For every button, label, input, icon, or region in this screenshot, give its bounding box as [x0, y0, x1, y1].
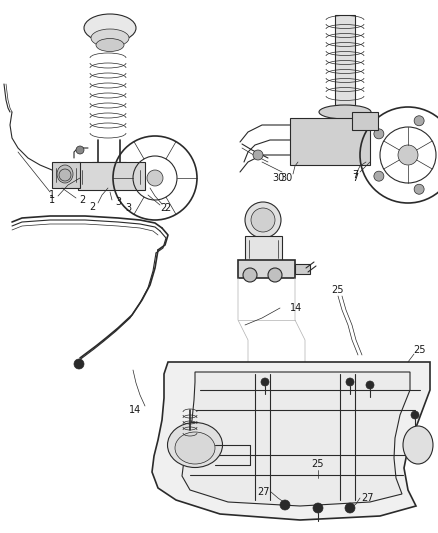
Polygon shape: [295, 264, 310, 274]
Ellipse shape: [91, 29, 129, 47]
Text: 14: 14: [129, 405, 141, 415]
Text: 30: 30: [280, 173, 292, 183]
Circle shape: [261, 378, 269, 386]
Text: 27: 27: [362, 493, 374, 503]
Polygon shape: [335, 15, 355, 105]
Circle shape: [280, 500, 290, 510]
Ellipse shape: [167, 423, 223, 467]
Circle shape: [268, 268, 282, 282]
Circle shape: [313, 503, 323, 513]
Ellipse shape: [84, 14, 136, 42]
Text: 2: 2: [164, 203, 170, 213]
Text: 1: 1: [49, 195, 55, 205]
Polygon shape: [52, 162, 80, 188]
Text: 2: 2: [89, 202, 95, 212]
Circle shape: [147, 170, 163, 186]
Circle shape: [366, 381, 374, 389]
Circle shape: [414, 116, 424, 126]
Circle shape: [346, 378, 354, 386]
Circle shape: [253, 150, 263, 160]
Text: 3: 3: [115, 197, 121, 207]
Text: 25: 25: [312, 459, 324, 469]
Circle shape: [74, 359, 84, 369]
Text: 25: 25: [332, 285, 344, 295]
Circle shape: [374, 129, 384, 139]
Circle shape: [59, 169, 71, 181]
Ellipse shape: [175, 432, 215, 464]
Circle shape: [245, 202, 281, 238]
Circle shape: [251, 208, 275, 232]
Ellipse shape: [57, 165, 73, 183]
Text: 14: 14: [290, 303, 302, 313]
Polygon shape: [78, 162, 145, 190]
Text: 30: 30: [272, 173, 284, 183]
Polygon shape: [182, 372, 410, 506]
Polygon shape: [238, 260, 295, 278]
Text: 7: 7: [352, 173, 358, 183]
Text: 25: 25: [414, 345, 426, 355]
Circle shape: [345, 503, 355, 513]
Polygon shape: [152, 362, 430, 520]
Circle shape: [76, 146, 84, 154]
Circle shape: [414, 184, 424, 194]
Text: 2: 2: [79, 195, 85, 205]
Text: 1: 1: [49, 190, 55, 200]
Circle shape: [411, 411, 419, 419]
Text: 3: 3: [125, 203, 131, 213]
Polygon shape: [245, 236, 282, 262]
Text: 2: 2: [160, 203, 166, 213]
Text: 7: 7: [352, 170, 358, 180]
Ellipse shape: [403, 426, 433, 464]
Circle shape: [398, 145, 418, 165]
Ellipse shape: [96, 38, 124, 52]
Polygon shape: [352, 112, 378, 130]
Text: 27: 27: [257, 487, 269, 497]
Ellipse shape: [319, 105, 371, 119]
Circle shape: [243, 268, 257, 282]
Circle shape: [374, 171, 384, 181]
Polygon shape: [290, 118, 370, 165]
